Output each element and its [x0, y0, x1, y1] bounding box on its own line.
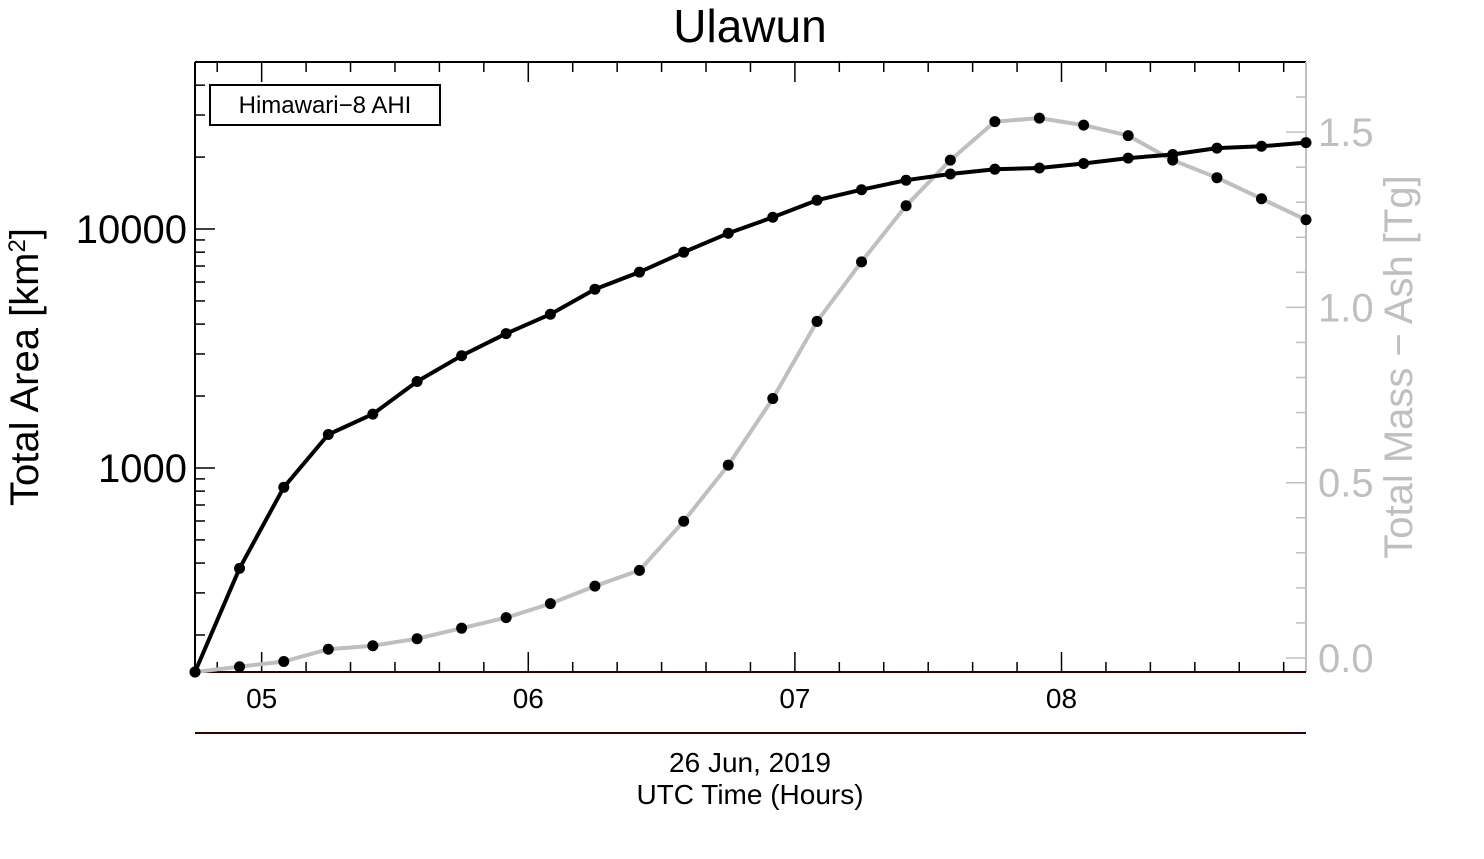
area-series-point	[411, 376, 423, 388]
area-series-point	[234, 562, 246, 574]
area-series-point	[678, 246, 690, 258]
area-series-point	[544, 308, 556, 320]
mass-series-line	[194, 116, 1307, 674]
area-series-point	[944, 168, 956, 180]
mass-series-point	[989, 116, 1001, 128]
area-series-point	[811, 194, 823, 206]
mass-series-point	[234, 661, 246, 673]
date-label: 26 Jun, 2019	[669, 747, 831, 778]
area-series-point	[900, 174, 912, 186]
mass-series-point	[900, 200, 912, 212]
mass-series-point	[367, 640, 379, 652]
area-series-point	[456, 350, 468, 362]
left-axis-label: Total Area [km2]	[3, 228, 47, 506]
area-series-point	[722, 227, 734, 239]
right-tick-label: 1.5	[1318, 111, 1374, 155]
area-series-line	[193, 140, 1307, 673]
mass-series-point	[1033, 112, 1045, 124]
area-series-point	[322, 429, 334, 441]
series-layer	[189, 112, 1312, 678]
x-axis-label: UTC Time (Hours)	[636, 779, 863, 810]
area-series-point	[500, 328, 512, 340]
legend-box: Himawari−8 AHI	[209, 84, 441, 126]
area-series-point	[856, 184, 868, 196]
mass-series-point	[1300, 214, 1312, 226]
mass-series-point	[633, 564, 645, 576]
left-axis-ticks: 1000 10000	[76, 61, 215, 636]
mass-series-point	[856, 256, 868, 268]
right-axis-ticks: 0.0 0.5 1.0 1.5	[1286, 96, 1374, 681]
mass-series-point	[589, 580, 601, 592]
x-tick-label: 06	[513, 683, 544, 714]
area-series-point	[1300, 137, 1312, 149]
chart-title: Ulawun	[673, 0, 826, 52]
right-tick-label: 0.0	[1318, 637, 1374, 681]
area-series-point	[1122, 152, 1134, 164]
area-series-point	[278, 481, 290, 493]
mass-series-point	[500, 612, 512, 624]
right-tick-label: 1.0	[1318, 286, 1374, 330]
area-series-point	[989, 163, 1001, 175]
area-series-point	[633, 266, 645, 278]
mass-series-point	[1078, 119, 1090, 131]
area-series-point	[1078, 158, 1090, 170]
mass-series-point	[811, 315, 823, 327]
mass-series-point	[1211, 172, 1223, 184]
right-axis-label: Total Mass − Ash [Tg]	[1377, 175, 1421, 559]
left-tick-label: 1000	[98, 447, 187, 491]
area-series-point	[767, 211, 779, 223]
area-series-point	[1167, 149, 1179, 161]
area-series-point	[367, 408, 379, 420]
mass-series-point	[1122, 130, 1134, 142]
area-series-point	[1033, 162, 1045, 174]
plot-frame	[194, 61, 1307, 673]
area-series-point	[189, 666, 201, 678]
left-tick-label: 10000	[76, 208, 187, 252]
mass-series-point	[678, 515, 690, 527]
mass-series-point	[1255, 193, 1267, 205]
area-series-point	[589, 283, 601, 295]
x-axis-ticks: 05 06 07 08	[216, 62, 1285, 714]
area-series-point	[1211, 142, 1223, 154]
x-tick-label: 08	[1046, 683, 1077, 714]
mass-series-point	[544, 598, 556, 610]
legend-text: Himawari−8 AHI	[239, 92, 412, 119]
mass-series-point	[722, 459, 734, 471]
x-tick-label: 07	[779, 683, 810, 714]
mass-series-point	[456, 622, 468, 634]
x-tick-label: 05	[246, 683, 277, 714]
area-series-point	[1255, 140, 1267, 152]
right-tick-label: 0.5	[1318, 462, 1374, 506]
mass-series-point	[411, 633, 423, 645]
mass-series-point	[322, 643, 334, 655]
mass-series-point	[278, 655, 290, 667]
mass-series-point	[944, 154, 956, 166]
mass-series-point	[767, 393, 779, 405]
